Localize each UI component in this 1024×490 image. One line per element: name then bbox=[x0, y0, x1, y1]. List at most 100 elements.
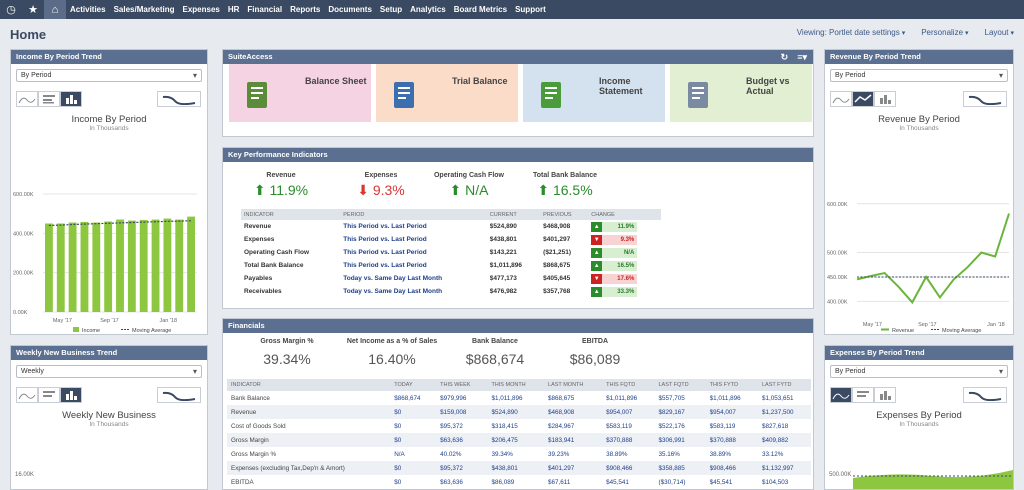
value-link[interactable]: $0 bbox=[390, 433, 437, 447]
menu-hr[interactable]: HR bbox=[227, 5, 240, 14]
area-chart-icon[interactable] bbox=[830, 91, 852, 107]
menu-activities[interactable]: Activities bbox=[70, 5, 106, 14]
value-link[interactable]: $206,475 bbox=[487, 433, 545, 447]
value-link[interactable]: $318,415 bbox=[491, 422, 518, 430]
period-link[interactable]: This Period vs. Last Period bbox=[343, 223, 427, 230]
tile-trial-balance[interactable]: Trial Balance bbox=[376, 64, 518, 122]
trend-line-icon[interactable] bbox=[157, 91, 201, 107]
area-chart-icon[interactable] bbox=[16, 387, 38, 403]
period-select[interactable]: By Period bbox=[830, 365, 1008, 378]
value-link[interactable]: $86,089 bbox=[491, 478, 515, 486]
value-link[interactable]: $409,882 bbox=[757, 433, 811, 447]
value-link[interactable]: $524,890 bbox=[487, 405, 545, 419]
value-link[interactable]: 40.02% bbox=[440, 450, 462, 458]
value-link[interactable]: $104,503 bbox=[761, 478, 789, 486]
value-link[interactable]: $438,801 bbox=[487, 461, 545, 475]
value-link[interactable]: 39.34% bbox=[491, 450, 513, 458]
viewing-settings-link[interactable]: Viewing: Portlet date settings bbox=[797, 28, 906, 37]
value-link[interactable]: 38.89% bbox=[606, 450, 628, 458]
value-link[interactable]: 38.89% bbox=[709, 450, 731, 458]
value-link[interactable]: $827,618 bbox=[761, 422, 789, 430]
period-link[interactable]: This Period vs. Last Period bbox=[343, 236, 427, 243]
value-link[interactable]: $954,007 bbox=[602, 405, 655, 419]
menu-board-metrics[interactable]: Board Metrics bbox=[453, 5, 508, 14]
menu-financial[interactable]: Financial bbox=[247, 5, 283, 14]
value-link[interactable]: $95,372 bbox=[436, 461, 488, 475]
period-select[interactable]: By Period bbox=[830, 69, 1008, 82]
value-link[interactable]: N/A bbox=[394, 450, 405, 458]
value-link[interactable]: $370,888 bbox=[602, 433, 655, 447]
value-link[interactable]: $159,008 bbox=[436, 405, 488, 419]
value-link[interactable]: $1,011,896 bbox=[709, 394, 741, 402]
value-link[interactable]: $908,466 bbox=[705, 461, 758, 475]
value-link[interactable]: $306,991 bbox=[654, 433, 706, 447]
value-link[interactable]: $868,674 bbox=[394, 394, 421, 402]
home-icon[interactable]: ⌂ bbox=[44, 0, 66, 19]
menu-sales-marketing[interactable]: Sales/Marketing bbox=[113, 5, 175, 14]
table-view-icon[interactable] bbox=[38, 91, 60, 107]
value-link[interactable]: 33.12% bbox=[761, 450, 784, 458]
star-icon[interactable]: ★ bbox=[28, 4, 38, 16]
personalize-link[interactable]: Personalize bbox=[921, 28, 968, 37]
value-link[interactable]: $0 bbox=[394, 478, 402, 486]
tile-budget-vs-actual[interactable]: Budget vs Actual bbox=[670, 64, 812, 122]
value-link[interactable]: $63,636 bbox=[440, 478, 463, 486]
value-link[interactable]: $1,011,896 bbox=[491, 394, 523, 402]
value-link[interactable]: $0 bbox=[390, 405, 437, 419]
value-link[interactable]: $183,941 bbox=[544, 433, 603, 447]
table-view-icon[interactable] bbox=[852, 387, 874, 403]
line-chart-icon[interactable] bbox=[852, 91, 874, 107]
bar-chart-icon[interactable] bbox=[60, 91, 82, 107]
value-link[interactable]: ($30,714) bbox=[658, 478, 686, 486]
value-link[interactable]: $829,167 bbox=[654, 405, 706, 419]
value-link[interactable]: $45,541 bbox=[606, 478, 629, 486]
bar-chart-icon[interactable] bbox=[60, 387, 82, 403]
period-select[interactable]: By Period bbox=[16, 69, 202, 82]
value-link[interactable]: $583,119 bbox=[709, 422, 736, 430]
value-link[interactable]: $95,372 bbox=[440, 422, 463, 430]
menu-reports[interactable]: Reports bbox=[290, 5, 321, 14]
bar-chart-icon[interactable] bbox=[874, 387, 896, 403]
menu-icon[interactable]: ≡▾ bbox=[797, 52, 807, 62]
period-link[interactable]: This Period vs. Last Period bbox=[343, 262, 427, 269]
menu-analytics[interactable]: Analytics bbox=[410, 5, 446, 14]
area-chart-icon[interactable] bbox=[830, 387, 852, 403]
value-link[interactable]: $63,636 bbox=[436, 433, 488, 447]
value-link[interactable]: 35.16% bbox=[658, 450, 680, 458]
value-link[interactable]: $370,888 bbox=[705, 433, 758, 447]
value-link[interactable]: $45,541 bbox=[709, 478, 733, 486]
value-link[interactable]: $468,908 bbox=[544, 405, 603, 419]
value-link[interactable]: $583,119 bbox=[606, 422, 632, 430]
value-link[interactable]: $358,885 bbox=[654, 461, 706, 475]
value-link[interactable]: $908,466 bbox=[602, 461, 655, 475]
tile-income-statement[interactable]: Income Statement bbox=[523, 64, 665, 122]
area-chart-icon[interactable] bbox=[16, 91, 38, 107]
menu-setup[interactable]: Setup bbox=[379, 5, 403, 14]
tile-balance-sheet[interactable]: Balance Sheet bbox=[229, 64, 371, 122]
value-link[interactable]: $0 bbox=[390, 461, 437, 475]
value-link[interactable]: $522,176 bbox=[658, 422, 685, 430]
value-link[interactable]: $1,132,997 bbox=[757, 461, 811, 475]
trend-line-icon[interactable] bbox=[157, 387, 201, 403]
table-view-icon[interactable] bbox=[38, 387, 60, 403]
value-link[interactable]: 39.23% bbox=[548, 450, 570, 458]
menu-expenses[interactable]: Expenses bbox=[182, 5, 220, 14]
value-link[interactable]: $401,297 bbox=[544, 461, 603, 475]
trend-line-icon[interactable] bbox=[963, 387, 1007, 403]
value-link[interactable]: $0 bbox=[394, 422, 402, 430]
period-link[interactable]: This Period vs. Last Period bbox=[343, 249, 427, 256]
value-link[interactable]: $557,705 bbox=[658, 394, 685, 402]
value-link[interactable]: $67,611 bbox=[548, 478, 571, 486]
recent-icon[interactable]: ◷ bbox=[6, 4, 16, 16]
period-link[interactable]: Today vs. Same Day Last Month bbox=[343, 288, 443, 295]
layout-link[interactable]: Layout bbox=[985, 28, 1015, 37]
trend-line-icon[interactable] bbox=[963, 91, 1007, 107]
value-link[interactable]: $284,967 bbox=[548, 422, 575, 430]
value-link[interactable]: $1,237,500 bbox=[757, 405, 811, 419]
period-link[interactable]: Today vs. Same Day Last Month bbox=[343, 275, 443, 282]
refresh-icon[interactable]: ↻ bbox=[780, 52, 789, 62]
menu-support[interactable]: Support bbox=[515, 5, 546, 14]
value-link[interactable]: $954,007 bbox=[705, 405, 758, 419]
value-link[interactable]: $979,996 bbox=[440, 394, 467, 402]
value-link[interactable]: $868,675 bbox=[548, 394, 575, 402]
